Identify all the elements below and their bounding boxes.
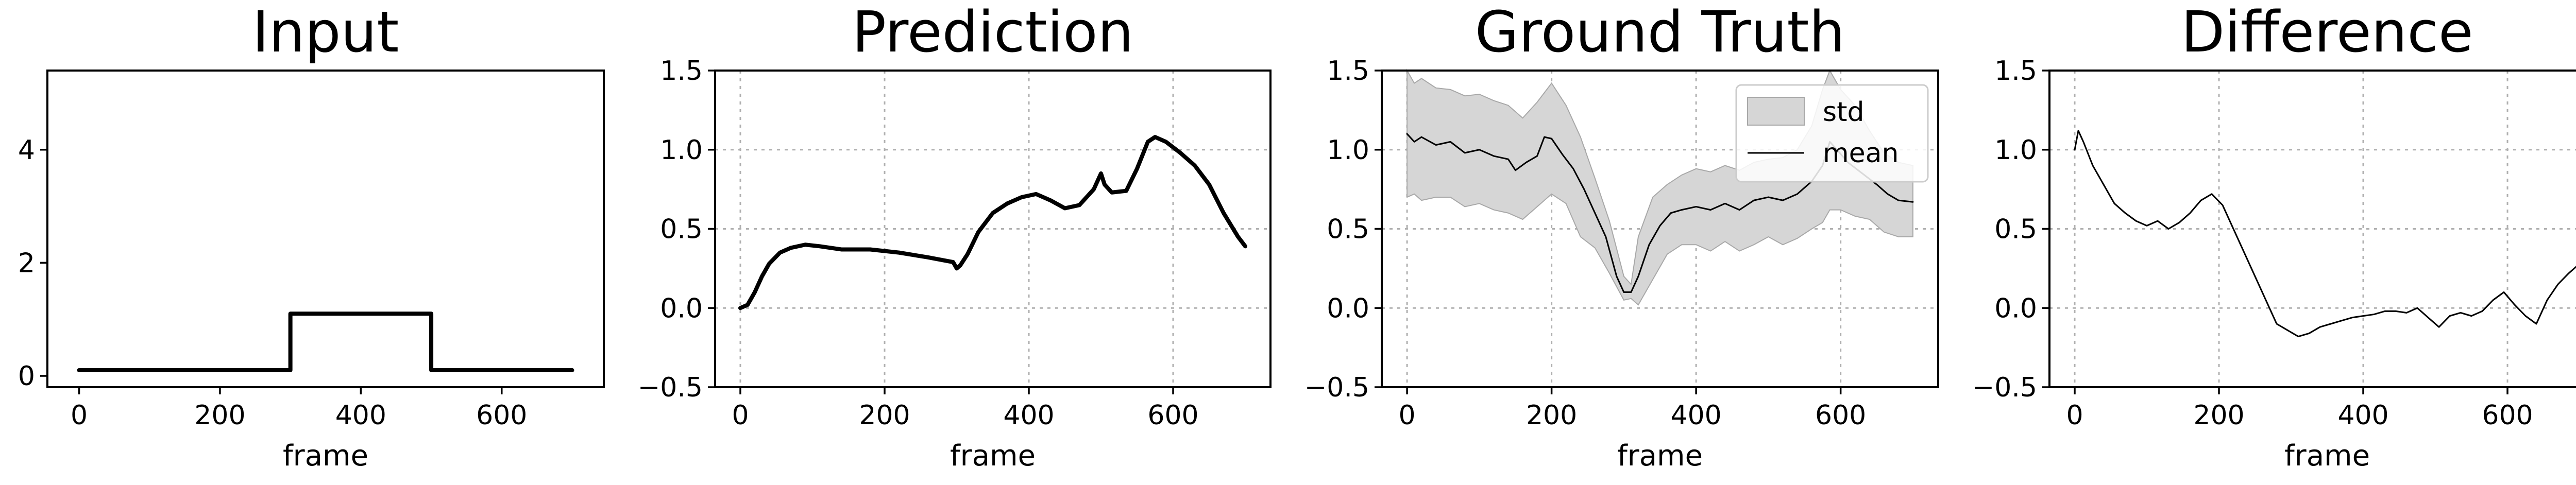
data-line xyxy=(738,135,1247,310)
y-tick-label: 0.0 xyxy=(660,293,703,324)
x-tick-label: 0 xyxy=(71,400,88,431)
y-tick-label: 0.5 xyxy=(660,214,703,245)
y-tick-label: 1.0 xyxy=(660,135,703,166)
x-tick-label: 200 xyxy=(194,400,245,431)
y-tick-label: 1.5 xyxy=(1994,56,2037,86)
x-axis-label: frame xyxy=(2284,439,2370,473)
y-tick-label: 2 xyxy=(18,248,35,279)
y-tick-label: 0 xyxy=(18,361,35,392)
x-tick-label: 600 xyxy=(1815,400,1866,431)
y-tick-label: 1.0 xyxy=(1994,135,2037,166)
std-band xyxy=(1406,68,1913,306)
panel-3: 0 200 400 600 −0.5 0.0 0.5 1.0 1.5 Ground Truth fr… xyxy=(1304,0,1939,473)
panel-title: Difference xyxy=(2181,0,2473,65)
axes-frame xyxy=(46,70,605,388)
y-tick-label: 1.5 xyxy=(660,56,703,86)
y-tick-label: −0.5 xyxy=(638,372,703,403)
y-tick-label: 0.0 xyxy=(1327,293,1369,324)
x-tick-label: 200 xyxy=(859,400,910,431)
x-tick-label: 600 xyxy=(476,400,527,431)
x-tick-label: 600 xyxy=(2482,400,2533,431)
x-tick-label: 400 xyxy=(1670,400,1721,431)
x-tick-label: 0 xyxy=(1399,400,1416,431)
y-tick-label: 4 xyxy=(18,135,35,166)
data-line xyxy=(77,311,574,373)
x-axis-label: frame xyxy=(283,439,368,473)
y-tick-label: 1.0 xyxy=(1327,135,1369,166)
x-tick-label: 400 xyxy=(2337,400,2388,431)
panel-1: 0 200 400 600 0 2 4 Input frame xyxy=(18,0,605,473)
x-tick-label: 600 xyxy=(1147,400,1198,431)
x-axis-label: frame xyxy=(950,439,1036,473)
y-tick-label: −0.5 xyxy=(1304,372,1369,403)
y-tick-label: 0.5 xyxy=(1327,214,1369,245)
y-tick-label: 0.5 xyxy=(1994,214,2037,245)
x-tick-label: 400 xyxy=(335,400,386,431)
panel-4: 0 200 400 600 −0.5 0.0 0.5 1.0 1.5 Difference fram… xyxy=(1972,0,2576,473)
x-tick-label: 0 xyxy=(2066,400,2083,431)
legend-std-swatch xyxy=(1747,97,1805,126)
panel-2: 0 200 400 600 −0.5 0.0 0.5 1.0 1.5 Prediction fram… xyxy=(638,0,1272,473)
legend-std-label: std xyxy=(1823,97,1865,128)
panel-title: Input xyxy=(252,0,399,65)
data-line xyxy=(2074,130,2576,338)
legend: std mean xyxy=(1735,84,1929,183)
y-tick-label: 0.0 xyxy=(1994,293,2037,324)
x-tick-label: 200 xyxy=(1526,400,1577,431)
panel-title: Prediction xyxy=(852,0,1133,65)
x-tick-label: 200 xyxy=(2193,400,2244,431)
x-tick-label: 400 xyxy=(1003,400,1054,431)
y-tick-label: 1.5 xyxy=(1327,56,1369,86)
legend-mean-label: mean xyxy=(1823,138,1899,169)
x-tick-label: 0 xyxy=(732,400,749,431)
x-axis-label: frame xyxy=(1617,439,1703,473)
panel-title: Ground Truth xyxy=(1475,0,1845,65)
y-tick-label: −0.5 xyxy=(1972,372,2037,403)
